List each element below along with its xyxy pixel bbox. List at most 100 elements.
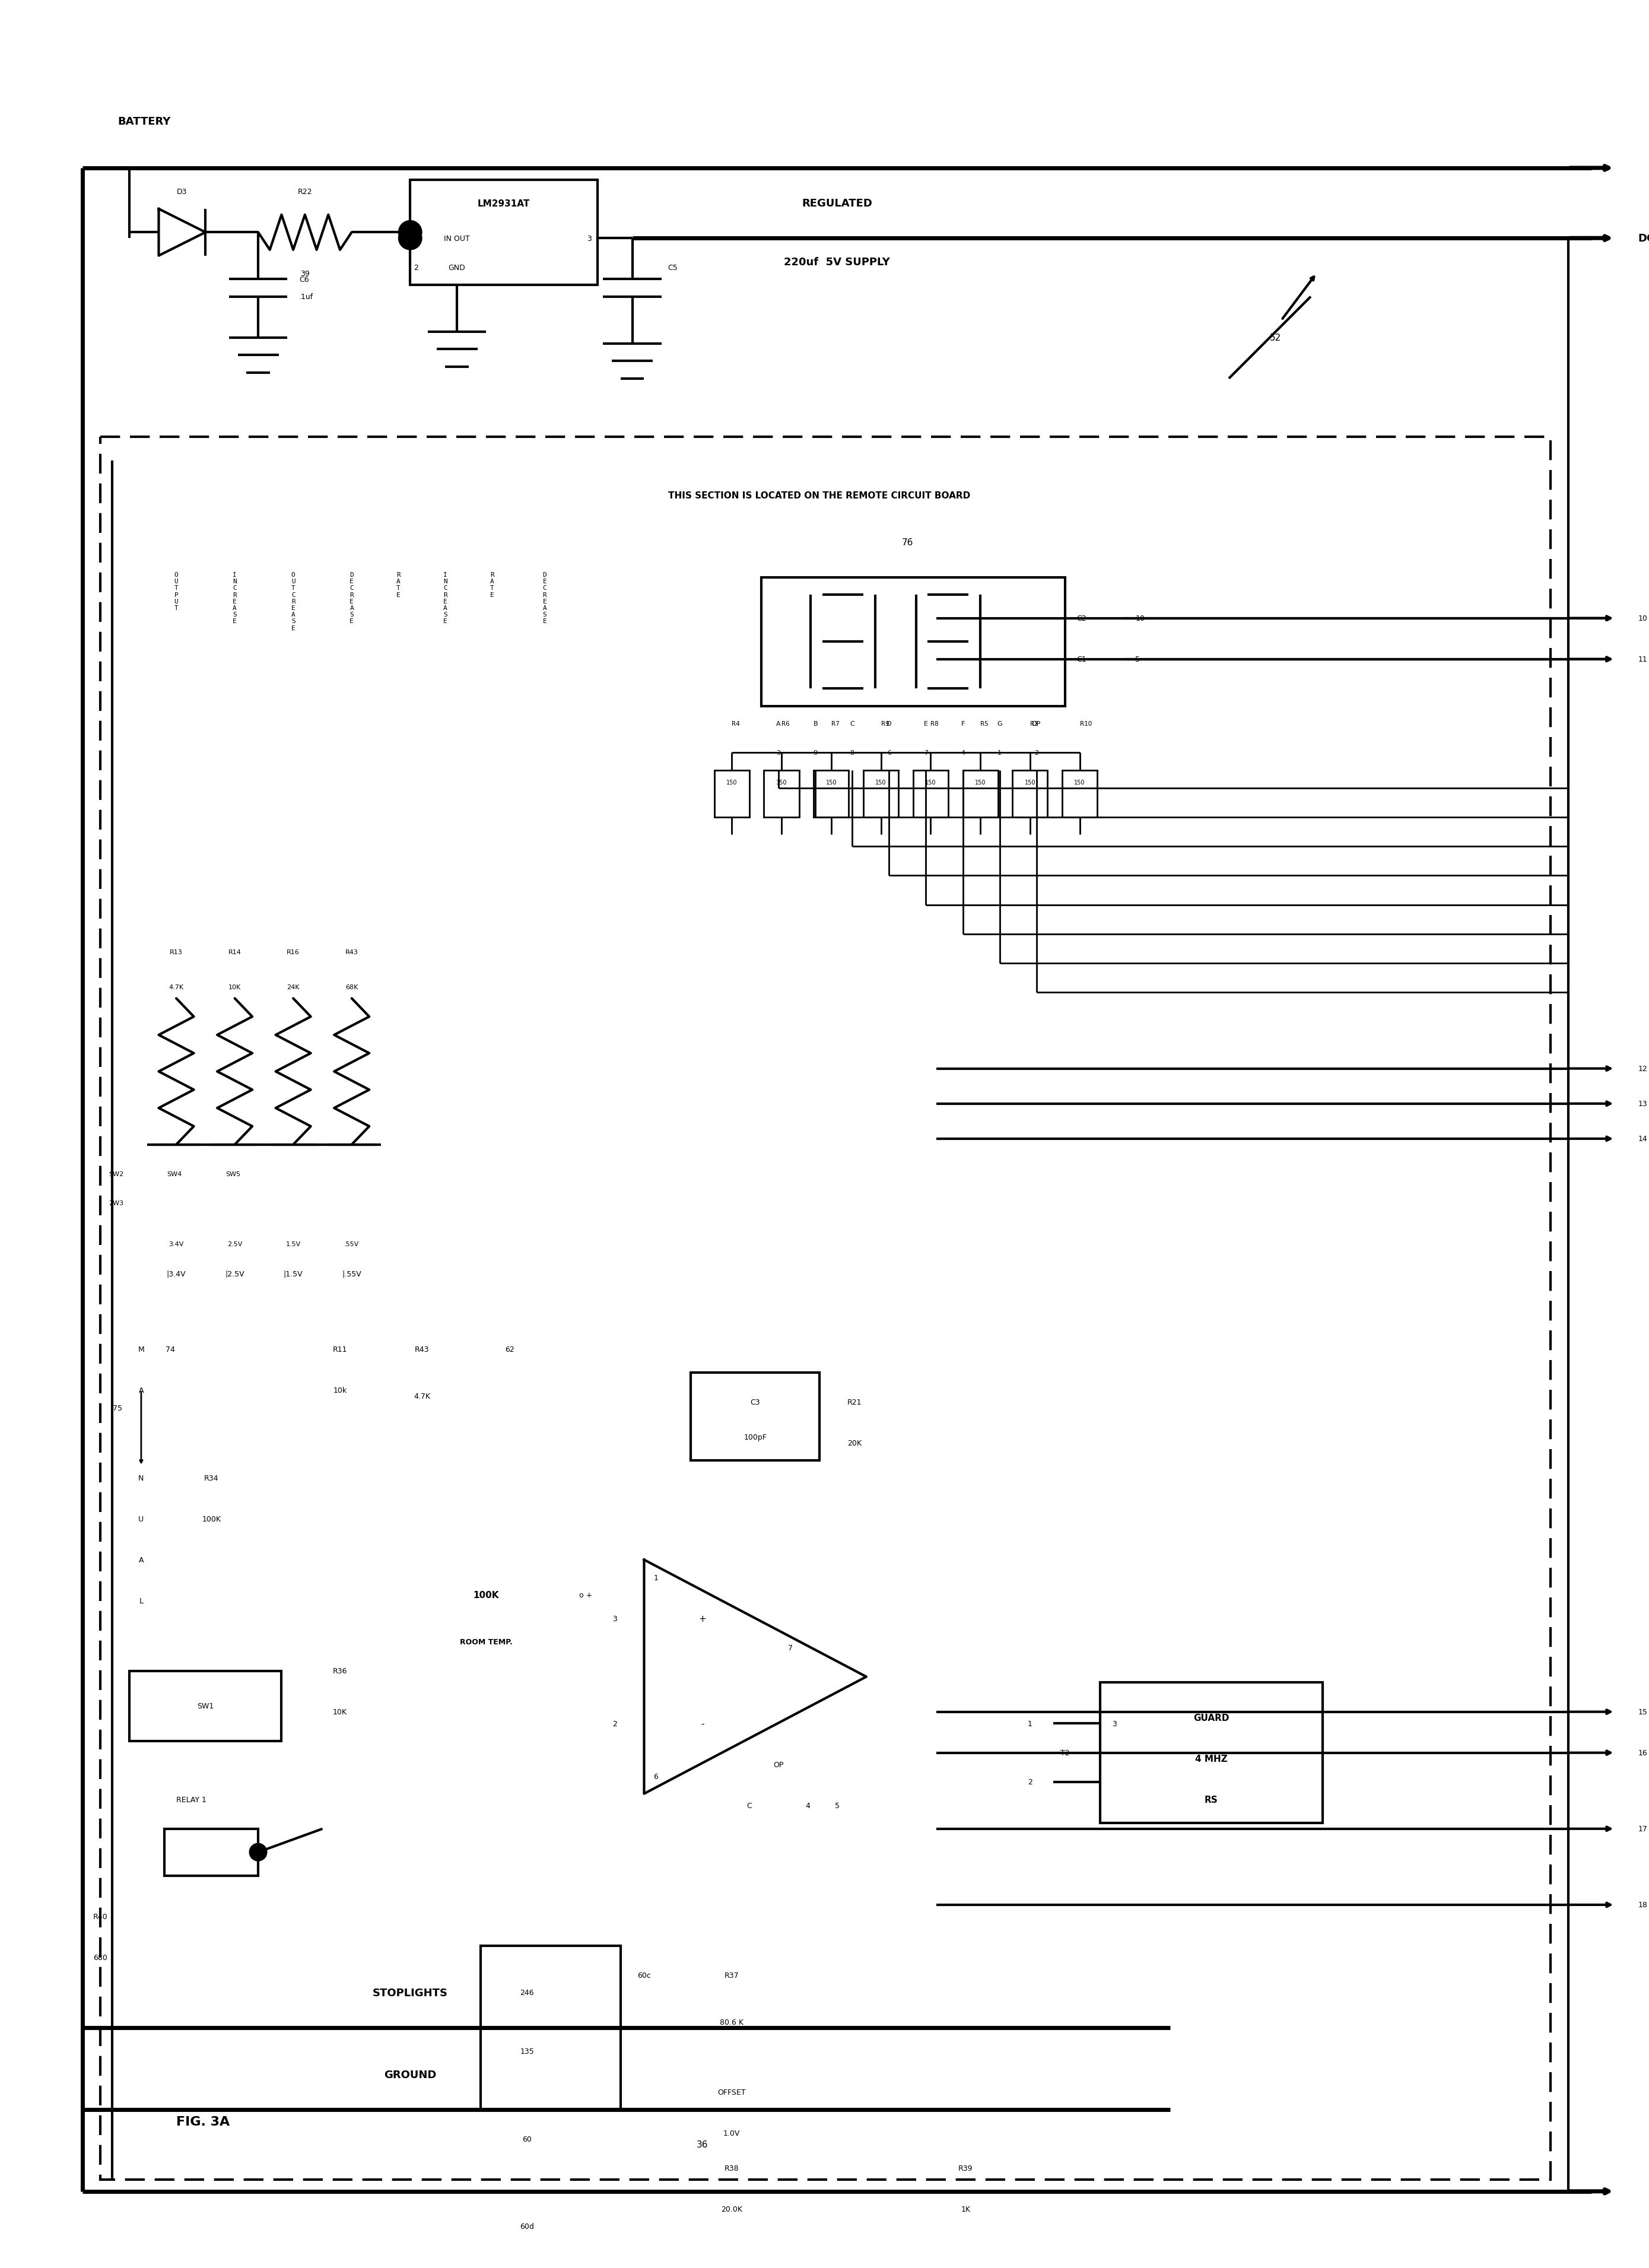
Text: GROUND: GROUND xyxy=(384,2068,437,2080)
Text: R43: R43 xyxy=(345,948,358,955)
Text: 4: 4 xyxy=(805,1801,810,1810)
Text: 150: 150 xyxy=(726,780,737,785)
Text: 1: 1 xyxy=(998,751,1001,755)
Text: 3: 3 xyxy=(777,751,780,755)
Text: R10: R10 xyxy=(1080,721,1092,726)
Text: 15: 15 xyxy=(1637,1708,1647,1717)
Text: R
A
T
E: R A T E xyxy=(490,572,495,599)
Text: U: U xyxy=(139,1515,143,1522)
Text: D
E
C
R
E
A
S
E: D E C R E A S E xyxy=(543,572,547,624)
Text: o +: o + xyxy=(579,1592,592,1599)
Text: 11: 11 xyxy=(1637,655,1647,665)
Text: SW1: SW1 xyxy=(198,1703,214,1710)
Text: G: G xyxy=(998,721,1003,726)
Text: 680: 680 xyxy=(92,1953,107,1962)
Text: 3: 3 xyxy=(1111,1719,1116,1728)
Text: R21: R21 xyxy=(848,1397,862,1406)
Text: 17: 17 xyxy=(1637,1826,1647,1833)
Text: 150: 150 xyxy=(1024,780,1036,785)
Text: 12: 12 xyxy=(1637,1066,1647,1073)
Text: +: + xyxy=(699,1615,706,1624)
Text: 1: 1 xyxy=(1027,1719,1032,1728)
Text: LM2931AT: LM2931AT xyxy=(478,200,529,209)
Text: 10: 10 xyxy=(1135,615,1144,621)
Text: O
U
T
P
U
T: O U T P U T xyxy=(175,572,178,610)
Text: ROOM TEMP.: ROOM TEMP. xyxy=(460,1637,513,1647)
Text: R34: R34 xyxy=(204,1474,219,1481)
Text: 3.4V: 3.4V xyxy=(168,1241,183,1247)
Text: 68K: 68K xyxy=(345,984,358,989)
Text: -: - xyxy=(701,1719,704,1728)
Bar xyxy=(411,179,597,286)
Text: 39: 39 xyxy=(300,270,310,277)
Text: R36: R36 xyxy=(333,1667,348,1674)
Text: 246: 246 xyxy=(519,1989,534,1996)
Text: 60d: 60d xyxy=(519,2223,534,2229)
Text: 4.7K: 4.7K xyxy=(414,1393,430,1399)
Text: C3: C3 xyxy=(750,1397,760,1406)
Text: OFFSET: OFFSET xyxy=(717,2089,745,2096)
Text: 1: 1 xyxy=(653,1574,658,1581)
Text: C5: C5 xyxy=(668,263,678,272)
Text: REGULATED: REGULATED xyxy=(801,197,872,209)
Text: C1: C1 xyxy=(1077,655,1087,665)
Text: 3: 3 xyxy=(587,236,592,243)
Text: 10k: 10k xyxy=(333,1386,346,1395)
Bar xyxy=(714,771,749,816)
Text: 135: 135 xyxy=(519,2048,534,2055)
Text: 100K: 100K xyxy=(473,1590,500,1599)
Text: 220uf  5V SUPPLY: 220uf 5V SUPPLY xyxy=(783,256,890,268)
Text: 100pF: 100pF xyxy=(744,1433,767,1440)
Bar xyxy=(762,578,1065,705)
Text: RELAY 1: RELAY 1 xyxy=(176,1796,206,1803)
Text: 13: 13 xyxy=(1637,1100,1647,1107)
Text: R37: R37 xyxy=(724,1971,739,1980)
Bar xyxy=(1100,1683,1322,1823)
Text: 16: 16 xyxy=(1637,1749,1647,1758)
Bar xyxy=(864,771,899,816)
Text: 3: 3 xyxy=(612,1615,617,1622)
Text: R9: R9 xyxy=(881,721,889,726)
Text: E: E xyxy=(923,721,928,726)
Bar xyxy=(963,771,998,816)
Text: R22: R22 xyxy=(297,188,312,195)
Bar xyxy=(130,1672,282,1742)
Text: R4: R4 xyxy=(732,721,740,726)
Text: 1.0V: 1.0V xyxy=(724,2130,740,2136)
Bar xyxy=(914,771,948,816)
Text: 10: 10 xyxy=(1637,615,1647,621)
Text: |2.5V: |2.5V xyxy=(224,1270,244,1277)
Text: 75: 75 xyxy=(114,1404,122,1411)
Text: A: A xyxy=(139,1386,143,1395)
Text: THIS SECTION IS LOCATED ON THE REMOTE CIRCUIT BOARD: THIS SECTION IS LOCATED ON THE REMOTE CI… xyxy=(668,492,971,501)
Text: 80.6 K: 80.6 K xyxy=(721,2019,744,2025)
Bar xyxy=(763,771,800,816)
Text: D
E
C
R
E
A
S
E: D E C R E A S E xyxy=(350,572,353,624)
Text: B: B xyxy=(813,721,818,726)
Text: DP: DP xyxy=(1032,721,1041,726)
Text: 76: 76 xyxy=(902,538,914,547)
Text: R43: R43 xyxy=(414,1345,429,1354)
Text: 4.7K: 4.7K xyxy=(168,984,183,989)
Text: FIG. 3A: FIG. 3A xyxy=(176,2116,229,2127)
Circle shape xyxy=(249,1844,267,1862)
Text: 4 MHZ: 4 MHZ xyxy=(1196,1753,1227,1762)
Bar xyxy=(1012,771,1047,816)
Text: R13: R13 xyxy=(170,948,183,955)
Bar xyxy=(480,1946,620,2109)
Text: C: C xyxy=(747,1801,752,1810)
Text: 62: 62 xyxy=(505,1345,514,1354)
Text: IN OUT: IN OUT xyxy=(444,236,470,243)
Text: R38: R38 xyxy=(724,2164,739,2173)
Text: R6: R6 xyxy=(782,721,790,726)
Text: 150: 150 xyxy=(1073,780,1085,785)
Text: 2: 2 xyxy=(1027,1778,1032,1785)
Text: R
A
T
E: R A T E xyxy=(396,572,401,599)
Text: A: A xyxy=(777,721,782,726)
Text: 10K: 10K xyxy=(333,1708,348,1717)
Text: 1.5V: 1.5V xyxy=(285,1241,300,1247)
Text: .1uf: .1uf xyxy=(298,293,313,302)
Text: 150: 150 xyxy=(925,780,937,785)
Text: SW4: SW4 xyxy=(167,1170,181,1177)
Text: 8: 8 xyxy=(851,751,854,755)
